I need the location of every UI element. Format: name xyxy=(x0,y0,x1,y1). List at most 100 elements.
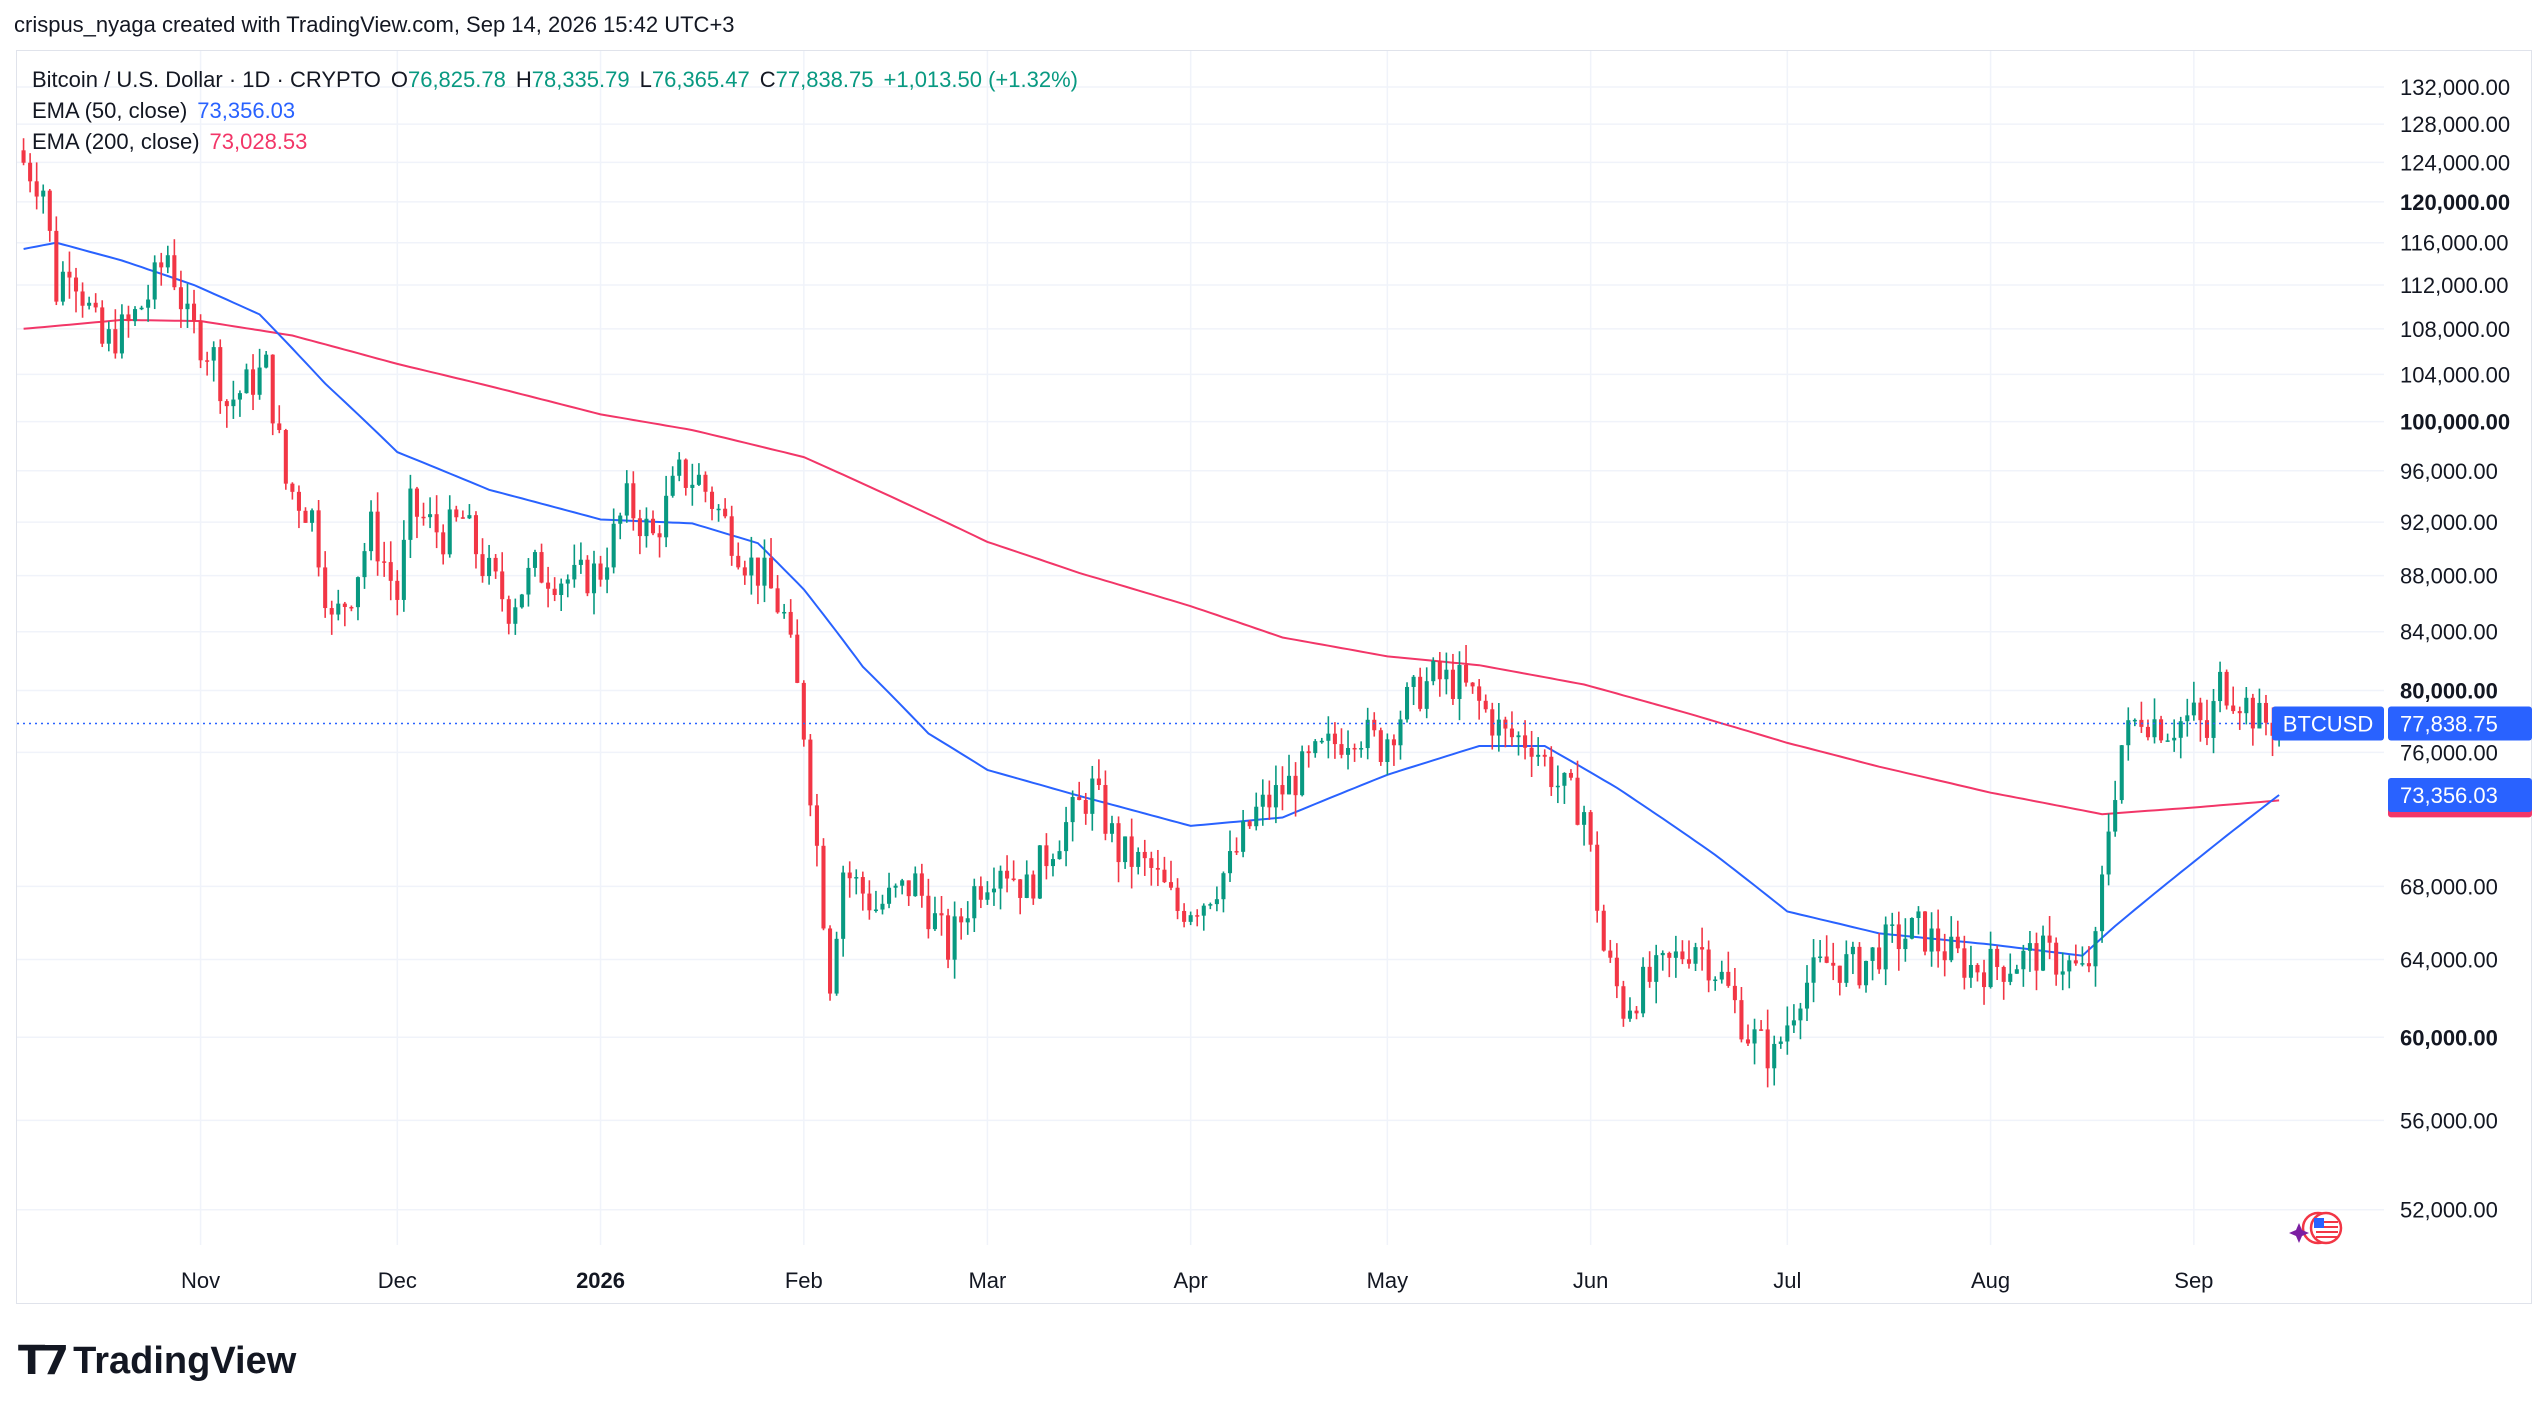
candle-body xyxy=(336,603,341,615)
candle-body xyxy=(775,588,780,613)
candle-body xyxy=(100,307,105,344)
candle-body xyxy=(1155,867,1160,870)
y-tick-label: 60,000.00 xyxy=(2400,1025,2498,1050)
candle-body xyxy=(1588,812,1593,845)
candle-body xyxy=(1195,915,1200,917)
candle-body xyxy=(1273,785,1278,808)
candle-body xyxy=(867,893,872,911)
candle-body xyxy=(152,262,157,300)
candle-body xyxy=(126,314,131,322)
candle-body xyxy=(1247,821,1252,827)
candle-body xyxy=(67,271,72,278)
candle-body xyxy=(388,562,393,581)
candle-body xyxy=(205,360,210,362)
candle-body xyxy=(1477,686,1482,701)
candle-body xyxy=(1693,947,1698,964)
candle-body xyxy=(1732,985,1737,1001)
candle-body xyxy=(342,603,347,607)
candle-body xyxy=(1116,823,1121,863)
candle-body xyxy=(1332,733,1337,745)
candle-body xyxy=(211,347,216,361)
candle-body xyxy=(270,354,275,424)
legend-ema200-label: EMA (200, close) xyxy=(32,129,200,154)
candle-body xyxy=(1418,676,1423,709)
candle-body xyxy=(434,514,439,533)
candle-body xyxy=(1804,982,1810,1009)
candle-body xyxy=(2008,973,2013,982)
candle-body xyxy=(185,303,190,310)
candle-body xyxy=(73,277,79,292)
legend-ema200-row[interactable]: EMA (200, close) 73,028.53 xyxy=(32,126,1078,157)
candle-body xyxy=(1811,957,1816,983)
y-tick-label: 104,000.00 xyxy=(2400,362,2510,387)
candle-body xyxy=(677,459,682,476)
ema200-line xyxy=(23,318,2280,816)
candle-body xyxy=(1542,754,1547,757)
candle-body xyxy=(1982,972,1987,988)
candle-body xyxy=(1490,709,1495,736)
candle-body xyxy=(1378,730,1383,763)
candle-body xyxy=(1024,874,1029,898)
candle-body xyxy=(1450,669,1455,699)
candle-body xyxy=(788,611,793,635)
candle-body xyxy=(2067,960,2072,972)
candle-body xyxy=(1955,936,1960,949)
legend-ema50-row[interactable]: EMA (50, close) 73,356.03 xyxy=(32,95,1078,126)
candle-body xyxy=(801,682,806,740)
candle-body xyxy=(2159,719,2164,741)
candle-body xyxy=(1064,822,1069,852)
candle-body xyxy=(913,873,918,897)
tradingview-logo-text: TradingView xyxy=(73,1339,297,1382)
candle-body xyxy=(2224,671,2229,706)
candle-body xyxy=(1949,936,1954,961)
candle-body xyxy=(2100,874,2105,932)
candle-body xyxy=(2080,963,2085,965)
price-chart[interactable]: 73,028.53 73,356.03 BTCUSD 77,838.75 132,00… xyxy=(0,0,2548,1320)
candle-body xyxy=(1267,794,1272,808)
candle-body xyxy=(441,532,446,555)
candle-body xyxy=(578,559,583,565)
candle-body xyxy=(1877,947,1882,970)
candle-body xyxy=(316,510,321,568)
candle-body xyxy=(1300,751,1305,796)
legend-symbol-row: Bitcoin / U.S. Dollar · 1D · CRYPTO O76,… xyxy=(32,64,1078,95)
candle-body xyxy=(2191,702,2196,716)
candle-body xyxy=(1175,887,1180,911)
legend-ema200-value: 73,028.53 xyxy=(209,129,308,154)
candle-body xyxy=(21,150,26,163)
candle-body xyxy=(2145,726,2150,738)
candle-body xyxy=(1365,719,1370,749)
candle-body xyxy=(1608,950,1613,958)
candle-body xyxy=(480,554,485,577)
legend-symbol[interactable]: Bitcoin / U.S. Dollar · 1D · CRYPTO xyxy=(32,67,381,92)
candle-body xyxy=(1667,952,1672,958)
candle-body xyxy=(1083,799,1088,814)
candle-body xyxy=(1345,747,1351,755)
candle-body xyxy=(828,928,833,994)
candle-body xyxy=(749,557,754,576)
candle-body xyxy=(650,518,656,534)
candle-body xyxy=(1516,735,1521,738)
candle-body xyxy=(198,321,203,361)
y-tick-label: 124,000.00 xyxy=(2400,150,2510,175)
candle-body xyxy=(854,877,859,879)
x-tick-label: Apr xyxy=(1174,1268,1208,1293)
tradingview-logo[interactable]: T7 TradingView xyxy=(18,1338,296,1384)
candle-body xyxy=(1077,797,1082,800)
candle-body xyxy=(1614,957,1619,987)
legend-open: 76,825.78 xyxy=(407,67,506,92)
candle-body xyxy=(1339,744,1344,755)
candle-body xyxy=(1890,924,1895,926)
chart-legend: Bitcoin / U.S. Dollar · 1D · CRYPTO O76,… xyxy=(32,64,1078,157)
candle-body xyxy=(251,369,256,395)
candle-body xyxy=(1496,719,1501,736)
x-tick-label: Nov xyxy=(181,1268,220,1293)
candle-body xyxy=(1863,960,1869,986)
legend-low: 76,365.47 xyxy=(651,67,750,92)
candle-body xyxy=(1745,1039,1751,1044)
candle-body xyxy=(467,515,472,519)
candle-body xyxy=(506,599,511,624)
candle-body xyxy=(965,918,970,923)
x-tick-label: Aug xyxy=(1971,1268,2010,1293)
candle-body xyxy=(605,567,610,580)
